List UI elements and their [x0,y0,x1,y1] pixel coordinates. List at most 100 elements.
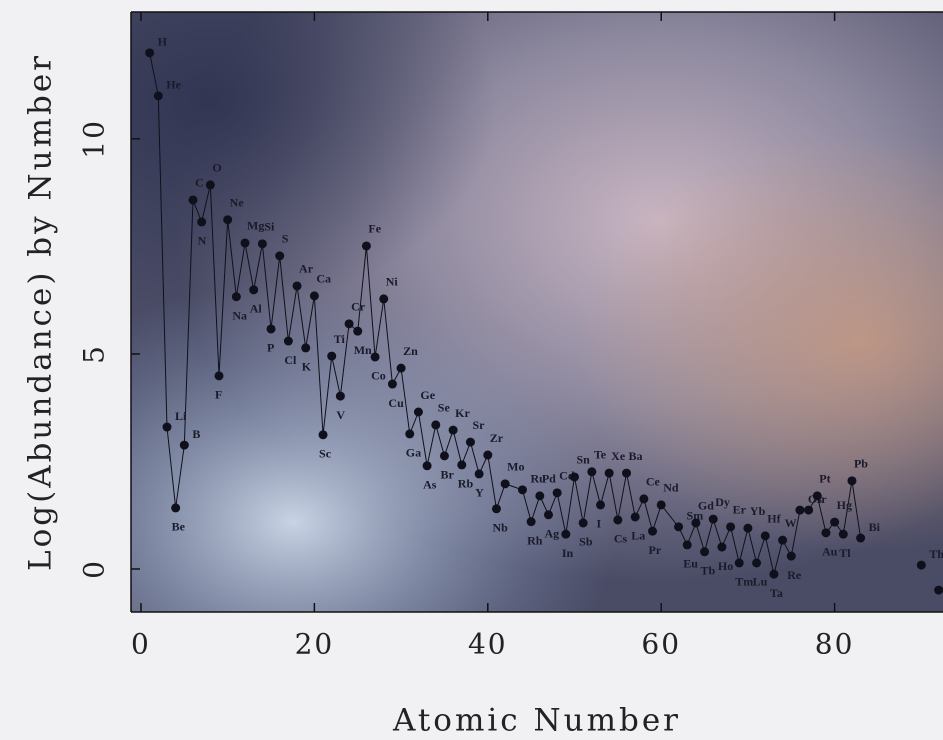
element-label: Al [250,302,263,316]
point [465,437,475,447]
plot: H He Li Be B C N O F Ne Na Mg Al Si P S Cl Ar K Ca Sc Ti V Cr Mn… [145,35,943,600]
point [700,547,710,557]
point [561,529,571,539]
point [483,450,493,460]
point [223,215,233,225]
element-label: Cu [388,396,404,410]
point [830,517,840,527]
point [760,531,770,541]
element-label: I [597,517,602,531]
element-label: K [302,360,312,374]
point [370,352,380,362]
element-label: C [195,176,204,190]
plot-background [131,12,943,612]
point [431,420,441,430]
point [856,533,866,543]
element-label: Br [440,468,454,482]
point [587,467,597,477]
point [769,569,779,579]
element-label: Fe [368,222,381,236]
point [405,429,415,439]
point [353,326,363,336]
point [656,500,666,510]
element-label: He [166,78,181,92]
element-label: Se [438,401,451,415]
point [804,505,814,515]
point [344,319,354,329]
point [682,540,692,550]
y-tick-label: 0 [78,559,111,579]
point [240,238,250,248]
point [795,505,805,515]
x-tick-label: 20 [295,628,335,661]
point [491,504,501,514]
element-label: Gd [698,499,714,513]
point [500,479,510,489]
point [283,336,293,346]
element-label: Be [172,520,186,534]
element-label: Sb [579,535,593,549]
element-label: Sn [577,453,591,467]
element-label: Tb [701,564,716,578]
element-label: Re [787,568,802,582]
element-label: Pd [542,472,556,486]
element-label: Kr [455,406,470,420]
element-label: Tl [839,546,851,560]
point [570,472,580,482]
element-label: Ar [299,262,314,276]
element-label: Rb [458,477,474,491]
point [821,528,831,538]
point [604,468,614,478]
point [674,522,684,532]
element-label: Mn [354,343,372,357]
point [145,48,155,58]
element-label: Cl [284,353,297,367]
element-label: Sr [472,418,485,432]
point [205,180,215,190]
point [361,241,371,251]
element-label: Pb [854,457,868,471]
element-label: Ge [420,388,435,402]
point [474,469,484,479]
element-label: B [192,427,200,441]
point [197,217,207,227]
point [448,425,458,435]
element-label: Y [475,486,484,500]
element-label: Ba [629,449,643,463]
element-label: Tm [735,575,753,589]
element-label: Ni [386,275,399,289]
element-label: Co [371,369,386,383]
element-label: Au [822,545,838,559]
element-label: Yb [750,504,766,518]
element-label: Dy [715,495,730,509]
element-label: Nb [492,521,508,535]
point [275,251,285,261]
element-label: Ru [530,472,546,486]
point [726,522,736,532]
element-label: Ir [817,492,828,506]
element-label: Ag [544,527,559,541]
element-label: Ce [646,475,661,489]
element-label: Na [232,308,247,322]
element-label: Er [733,503,747,517]
point [639,494,649,504]
element-label: Sm [687,509,704,523]
point [717,542,727,552]
element-label: Si [264,220,275,234]
point [171,503,181,513]
element-label: H [158,35,168,49]
element-label: N [198,234,207,248]
point [812,491,822,501]
point [786,551,796,561]
x-tick-label: 40 [468,628,508,661]
y-axis-title: Log(Abundance) by Number [23,53,59,571]
point [648,526,658,536]
point [752,558,762,568]
point [743,523,753,533]
point [526,517,536,527]
element-label: Zn [403,344,418,358]
element-label: W [785,516,797,530]
point [691,518,701,528]
point [318,430,328,440]
